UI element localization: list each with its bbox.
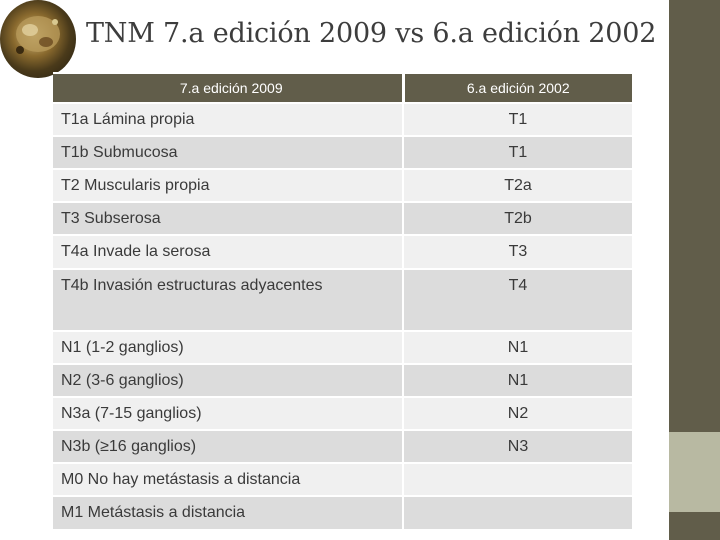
cell-2002: [403, 462, 634, 496]
cell-2002: T3: [403, 234, 634, 269]
cell-2002: T1: [403, 135, 634, 169]
table-row: M0 No hay metástasis a distancia: [53, 462, 634, 496]
table-row: T4a Invade la serosa T3: [53, 234, 634, 269]
cell-2002: N2: [403, 396, 634, 430]
cell-2009: N2 (3-6 ganglios): [53, 363, 404, 397]
table-row: T3 Subserosa T2b: [53, 201, 634, 235]
cell-2002: [403, 495, 634, 529]
table-row: N3b (≥16 ganglios) N3: [53, 429, 634, 463]
table-header-row: 7.a edición 2009 6.a edición 2002: [53, 72, 634, 103]
cell-2009: M1 Metástasis a distancia: [53, 495, 404, 529]
table-row: T4b Invasión estructuras adyacentes T4: [53, 268, 634, 331]
cell-2009: T1a Lámina propia: [53, 102, 404, 136]
cell-2002: N3: [403, 429, 634, 463]
cell-2009: N3a (7-15 ganglios): [53, 396, 404, 430]
table-row: M1 Metástasis a distancia: [53, 495, 634, 529]
cell-2009: T3 Subserosa: [53, 201, 404, 235]
table-row: N1 (1-2 ganglios) N1: [53, 330, 634, 364]
cell-2002: N1: [403, 330, 634, 364]
cell-2002: T2a: [403, 168, 634, 202]
table-row: T2 Muscularis propia T2a: [53, 168, 634, 202]
page-title: TNM 7.a edición 2009 vs 6.a edición 2002: [86, 18, 657, 49]
cell-2002: T2b: [403, 201, 634, 235]
cell-2009: M0 No hay metástasis a distancia: [53, 462, 404, 496]
cell-2009: N1 (1-2 ganglios): [53, 330, 404, 364]
cell-2009: T1b Submucosa: [53, 135, 404, 169]
cell-2009: T2 Muscularis propia: [53, 168, 404, 202]
table-row: N3a (7-15 ganglios) N2: [53, 396, 634, 430]
cell-2002: T4: [403, 268, 634, 331]
sidebar-accent: [669, 432, 720, 512]
header-2002: 6.a edición 2002: [403, 72, 634, 103]
tnm-comparison-table: 7.a edición 2009 6.a edición 2002 T1a Lá…: [53, 72, 634, 529]
table-row: T1b Submucosa T1: [53, 135, 634, 169]
cell-2002: N1: [403, 363, 634, 397]
cell-2009: T4a Invade la serosa: [53, 234, 404, 269]
cell-2009: T4b Invasión estructuras adyacentes: [53, 268, 404, 331]
endoscopy-image: [0, 0, 76, 78]
table-row: T1a Lámina propia T1: [53, 102, 634, 136]
cell-2009: N3b (≥16 ganglios): [53, 429, 404, 463]
header-2009: 7.a edición 2009: [53, 72, 405, 103]
table-row: N2 (3-6 ganglios) N1: [53, 363, 634, 397]
cell-2002: T1: [403, 102, 634, 136]
